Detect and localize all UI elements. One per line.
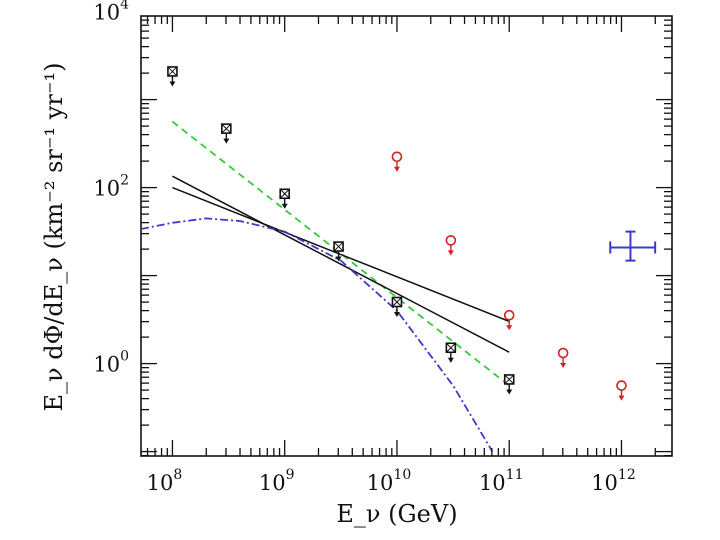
x-tick-label: 109	[259, 467, 295, 495]
y-tick-base: 10	[93, 353, 120, 377]
upper-limit-arrow-head	[335, 256, 342, 262]
x-tick-exponent: 11	[506, 467, 524, 483]
curves-layer	[141, 120, 510, 453]
circle-marker	[616, 380, 627, 391]
plot-frame	[140, 15, 673, 457]
x-tick-exponent: 12	[618, 467, 636, 483]
x-tick-base: 10	[367, 471, 394, 495]
x-tick-exponent: 8	[173, 467, 182, 483]
square-marker-hatch	[279, 188, 290, 199]
error-bar-point	[609, 230, 657, 262]
y-tick-base: 10	[93, 177, 120, 201]
square-upper-limit-point	[445, 342, 457, 363]
square-marker-hatch	[445, 342, 456, 353]
x-tick-exponent: 9	[286, 467, 295, 483]
x-axis-title: E_ν (GeV)	[336, 500, 457, 528]
x-tick-label: 1011	[479, 467, 524, 495]
y-tick-label: 102	[93, 173, 129, 201]
square-upper-limit-point	[167, 66, 178, 87]
y-tick-label: 104	[93, 0, 129, 25]
plot-area	[140, 15, 673, 457]
upper-limit-arrow-head	[447, 357, 454, 363]
x-tick-base: 10	[147, 471, 174, 495]
circle-upper-limit-point	[616, 380, 627, 401]
x-tick-base: 10	[479, 471, 506, 495]
axis-ticks	[141, 16, 672, 457]
y-tick-base: 10	[93, 1, 120, 25]
square-marker-hatch	[504, 374, 515, 385]
upper-limit-arrow-head	[281, 203, 288, 209]
square-marker-hatch	[221, 123, 232, 134]
upper-limit-arrow-head	[393, 166, 400, 172]
upper-limit-arrow-head	[447, 250, 454, 256]
circle-upper-limit-point	[503, 309, 515, 331]
upper-limit-arrow-head	[393, 312, 400, 317]
upper-limit-arrow-head	[560, 363, 567, 369]
x-tick-label: 1010	[367, 467, 412, 495]
x-tick-label: 108	[147, 467, 183, 495]
x-tick-base: 10	[591, 471, 618, 495]
upper-limit-arrow-head	[618, 395, 625, 401]
circle-upper-limit-point	[557, 347, 569, 369]
x-tick-base: 10	[259, 471, 286, 495]
square-upper-limit-point	[279, 188, 290, 209]
blue-dashdot-curve	[141, 217, 494, 453]
circle-marker	[557, 347, 569, 359]
circle-marker	[445, 235, 457, 246]
upper-limit-arrow-head	[169, 81, 176, 87]
x-tick-label: 1012	[591, 467, 636, 495]
square-upper-limit-point	[333, 241, 344, 262]
y-tick-exponent: 4	[120, 0, 129, 13]
circle-upper-limit-point	[445, 235, 457, 256]
square-marker-hatch	[333, 241, 344, 252]
circle-marker	[503, 309, 515, 321]
y-tick-exponent: 2	[120, 173, 129, 189]
circle-upper-limit-point	[391, 151, 403, 172]
x-tick-exponent: 10	[393, 467, 411, 483]
square-marker-hatch	[392, 297, 402, 307]
y-axis-title: E_ν dΦ/dE_ν (km⁻² sr⁻¹ yr⁻¹)	[40, 63, 68, 412]
upper-limit-arrow-head	[506, 389, 513, 395]
upper-limit-arrow-head	[506, 325, 513, 331]
black-solid-line	[172, 186, 510, 323]
square-upper-limit-point	[221, 123, 232, 144]
y-tick-exponent: 0	[120, 349, 129, 365]
green-dashed-line	[171, 120, 510, 387]
square-marker-hatch	[167, 66, 178, 77]
square-upper-limit-point	[503, 374, 515, 395]
square-upper-limit-point	[391, 296, 403, 317]
circle-marker	[391, 151, 403, 163]
black-solid-line	[172, 175, 510, 353]
y-tick-label: 100	[93, 349, 129, 377]
upper-limit-arrow-head	[223, 138, 230, 144]
